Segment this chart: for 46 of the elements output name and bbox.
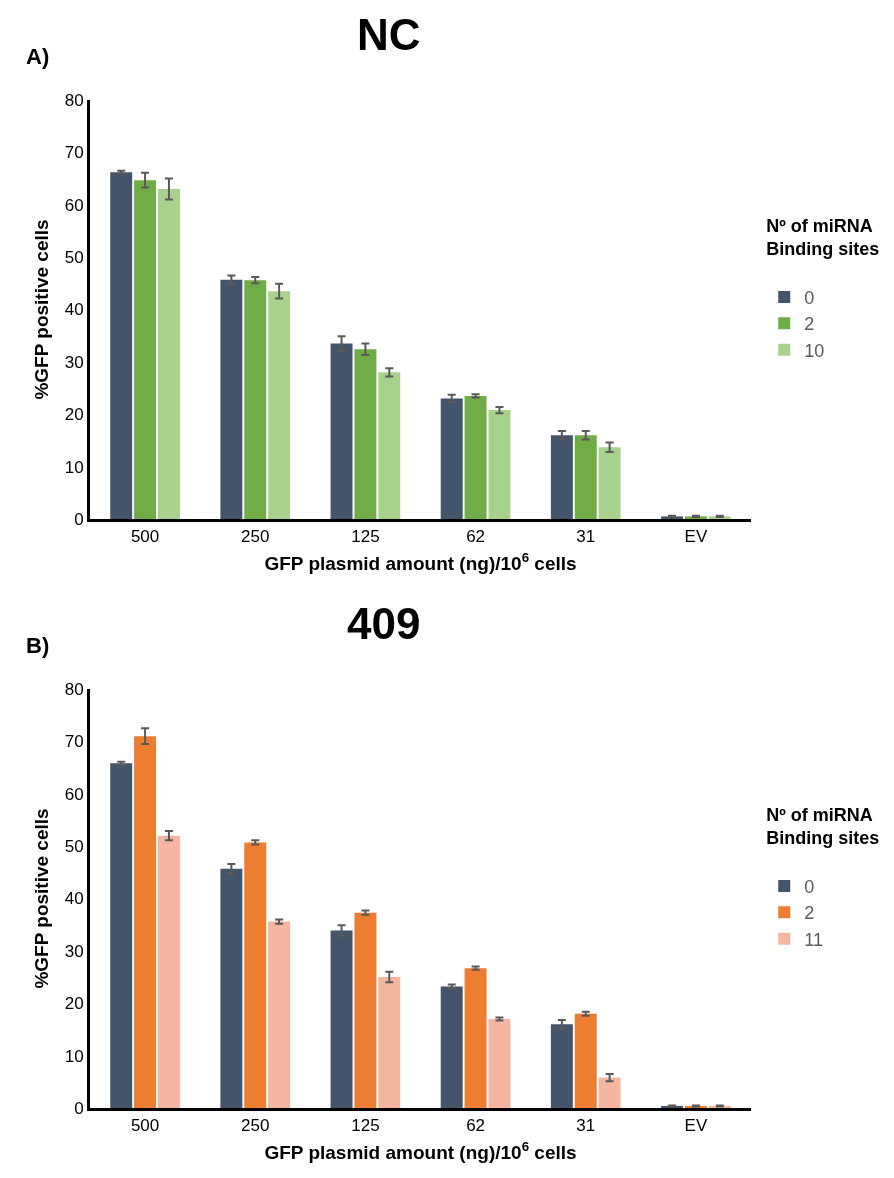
x-tick-label: 250 — [241, 1116, 270, 1136]
y-tick-label: 70 — [64, 143, 84, 163]
x-tick-label: 500 — [130, 527, 160, 547]
y-axis-title: %GFP positive cells — [30, 219, 52, 400]
legend-label: 0 — [804, 287, 815, 308]
y-tick-label: 60 — [64, 784, 84, 804]
x-tick-label: 125 — [351, 1116, 380, 1136]
legend-label: 2 — [804, 903, 815, 924]
y-tick-label: 50 — [64, 248, 84, 268]
y-tick-label: 0 — [74, 509, 84, 529]
y-tick-label: 80 — [64, 679, 84, 699]
legend-title: Nº of miRNA Binding sites — [766, 804, 880, 849]
legend-title: Nº of miRNA Binding sites — [766, 215, 880, 260]
legend-label: 2 — [804, 314, 815, 335]
x-axis-title: GFP plasmid amount (ng)/10$^{6}$ cells — [264, 550, 577, 575]
x-axis-title: GFP plasmid amount (ng)/10$^{6}$ cells — [264, 1139, 577, 1164]
x-tick-label: 125 — [351, 527, 380, 547]
y-tick-label: 70 — [64, 732, 84, 752]
y-tick-label: 10 — [64, 457, 84, 477]
y-tick-label: 50 — [64, 837, 84, 857]
x-tick-label: 500 — [130, 1116, 160, 1136]
x-tick-label: EV — [684, 1116, 708, 1136]
y-tick-label: 30 — [64, 941, 84, 961]
legend-label: 0 — [804, 876, 815, 897]
x-tick-label: 62 — [466, 527, 486, 547]
y-tick-label: 40 — [64, 300, 84, 320]
y-tick-label: 40 — [64, 889, 84, 909]
y-tick-label: 20 — [64, 994, 84, 1014]
y-tick-label: 60 — [64, 195, 84, 215]
text: A) — [26, 43, 50, 69]
y-tick-label: 10 — [64, 1046, 84, 1066]
x-tick-label: 31 — [576, 1116, 596, 1136]
y-tick-label: 80 — [64, 90, 84, 110]
y-tick-label: 30 — [64, 352, 84, 372]
y-tick-label: 0 — [74, 1098, 84, 1118]
legend-label: 11 — [804, 929, 823, 950]
y-tick-label: 20 — [64, 405, 84, 425]
chart-title: NC — [356, 10, 421, 59]
x-tick-label: 31 — [576, 527, 596, 547]
y-axis-title: %GFP positive cells — [30, 808, 52, 989]
x-tick-label: 62 — [466, 1116, 486, 1136]
text: B) — [26, 632, 50, 658]
x-tick-label: EV — [684, 527, 708, 547]
legend-label: 10 — [804, 340, 825, 361]
chart-title: 409 — [347, 599, 421, 648]
x-tick-label: 250 — [241, 527, 270, 547]
